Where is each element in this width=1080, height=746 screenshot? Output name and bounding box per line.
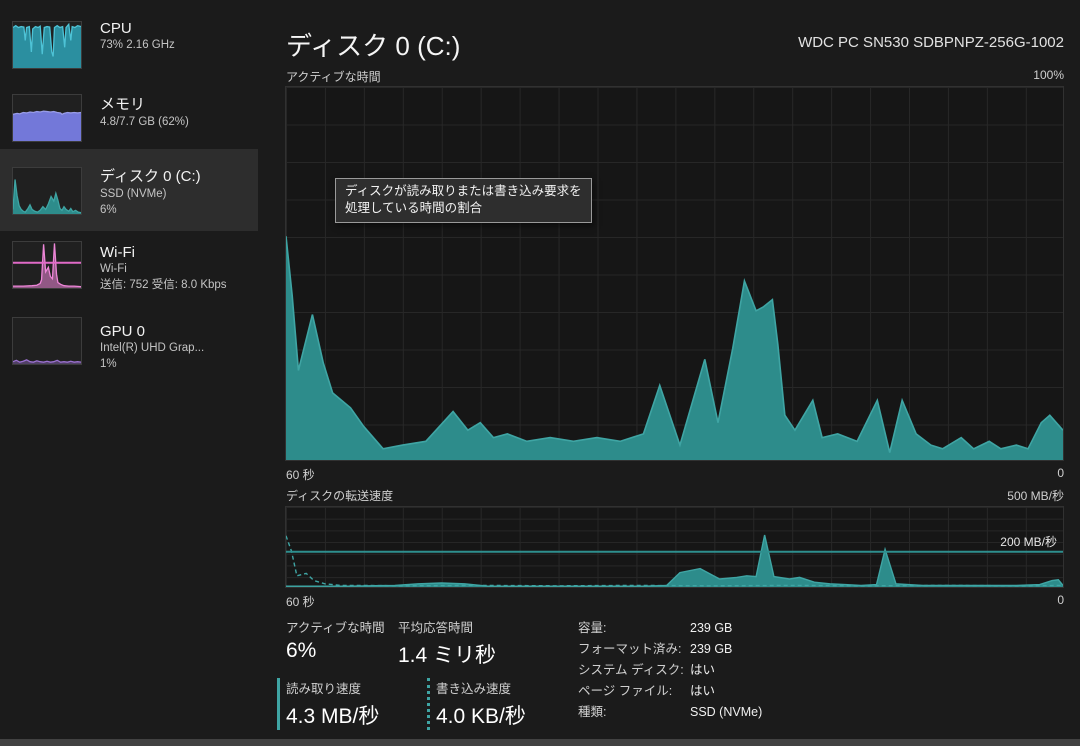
gpu-sparkline-thumbnail: [12, 317, 82, 365]
sidebar-item-wifi-label: Wi-Fi: [100, 244, 135, 261]
stat-read-speed: 読み取り速度 4.3 MB/秒: [277, 678, 379, 730]
detail-row-type: 種類: SSD (NVMe): [578, 705, 763, 719]
stat-read-speed-label: 読み取り速度: [286, 682, 362, 696]
wifi-sparkline-thumbnail: [12, 241, 82, 289]
page-title: ディスク 0 (C:): [286, 31, 461, 61]
active-time-x-axis-right: 0: [1057, 466, 1064, 480]
disk-details-list: 容量: 239 GB フォーマット済み: 239 GB システム ディスク: は…: [578, 618, 762, 723]
transfer-chart-label: ディスクの転送速度: [286, 489, 394, 503]
stat-avg-response-time-label: 平均応答時間: [398, 621, 474, 635]
performance-sidebar: CPU 73% 2.16 GHz メモリ 4.8/7.7 GB (62%) ディ…: [0, 0, 258, 746]
transfer-marker-label: 200 MB/秒: [1000, 535, 1057, 549]
active-time-chart-label: アクティブな時間: [286, 70, 381, 84]
detail-row-page-file: ページ ファイル: はい: [578, 684, 716, 698]
sidebar-item-disk0-usage: 6%: [100, 204, 117, 216]
tooltip-line-2: 処理している時間の割合: [345, 201, 483, 215]
sidebar-item-wifi-throughput: 送信: 752 受信: 8.0 Kbps: [100, 279, 227, 291]
stat-read-speed-value: 4.3 MB/秒: [286, 705, 380, 728]
sidebar-item-disk0[interactable]: ディスク 0 (C:) SSD (NVMe) 6%: [0, 149, 258, 231]
disk-device-name: WDC PC SN530 SDBPNPZ-256G-1002: [798, 34, 1064, 51]
sidebar-item-disk0-type: SSD (NVMe): [100, 188, 167, 200]
stat-active-time-value: 6%: [286, 639, 317, 662]
disk-sparkline-thumbnail: [12, 167, 82, 215]
cpu-sparkline-thumbnail: [12, 21, 82, 69]
active-time-series: [286, 87, 1063, 460]
stat-active-time: アクティブな時間 6%: [286, 617, 385, 663]
active-time-tooltip: ディスクが読み取りまたは書き込み要求を 処理している時間の割合: [335, 178, 592, 223]
sidebar-item-gpu0-label: GPU 0: [100, 323, 146, 340]
transfer-rate-series: [286, 507, 1063, 587]
sidebar-item-gpu0-usage: 1%: [100, 358, 117, 370]
sidebar-item-gpu0[interactable]: GPU 0 Intel(R) UHD Grap... 1%: [0, 312, 258, 384]
transfer-rate-chart[interactable]: 200 MB/秒: [285, 506, 1064, 588]
sidebar-item-cpu-stats: 73% 2.16 GHz: [100, 39, 175, 51]
sidebar-item-memory[interactable]: メモリ 4.8/7.7 GB (62%): [0, 87, 258, 153]
sidebar-item-gpu0-name: Intel(R) UHD Grap...: [100, 342, 205, 354]
window-bottom-edge: [0, 739, 1080, 746]
sidebar-item-wifi[interactable]: Wi-Fi Wi-Fi 送信: 752 受信: 8.0 Kbps: [0, 236, 258, 308]
transfer-x-axis-right: 0: [1057, 593, 1064, 607]
detail-row-capacity: 容量: 239 GB: [578, 621, 733, 635]
detail-row-system-disk: システム ディスク: はい: [578, 663, 716, 677]
sidebar-item-wifi-adapter: Wi-Fi: [100, 263, 127, 275]
transfer-x-axis-left: 60 秒: [286, 595, 315, 609]
sidebar-item-memory-stats: 4.8/7.7 GB (62%): [100, 116, 189, 128]
sidebar-item-cpu[interactable]: CPU 73% 2.16 GHz: [0, 14, 258, 80]
transfer-chart-max: 500 MB/秒: [1007, 489, 1064, 503]
tooltip-line-1: ディスクが読み取りまたは書き込み要求を: [345, 184, 582, 198]
sidebar-item-cpu-label: CPU: [100, 20, 132, 37]
detail-row-formatted: フォーマット済み: 239 GB: [578, 642, 733, 656]
stat-write-speed-value: 4.0 KB/秒: [436, 705, 526, 728]
active-time-x-axis-left: 60 秒: [286, 468, 315, 482]
active-time-chart-max: 100%: [1033, 68, 1064, 82]
stat-avg-response-time-value: 1.4 ミリ秒: [398, 644, 497, 667]
stat-active-time-label: アクティブな時間: [286, 621, 385, 635]
sidebar-item-memory-label: メモリ: [100, 96, 146, 113]
active-time-chart[interactable]: ディスクが読み取りまたは書き込み要求を 処理している時間の割合: [285, 86, 1064, 461]
sidebar-item-disk0-label: ディスク 0 (C:): [100, 168, 201, 185]
stat-write-speed-label: 書き込み速度: [436, 682, 512, 696]
stat-avg-response-time: 平均応答時間 1.4 ミリ秒: [398, 617, 496, 669]
stat-write-speed: 書き込み速度 4.0 KB/秒: [427, 678, 526, 730]
memory-sparkline-thumbnail: [12, 94, 82, 142]
